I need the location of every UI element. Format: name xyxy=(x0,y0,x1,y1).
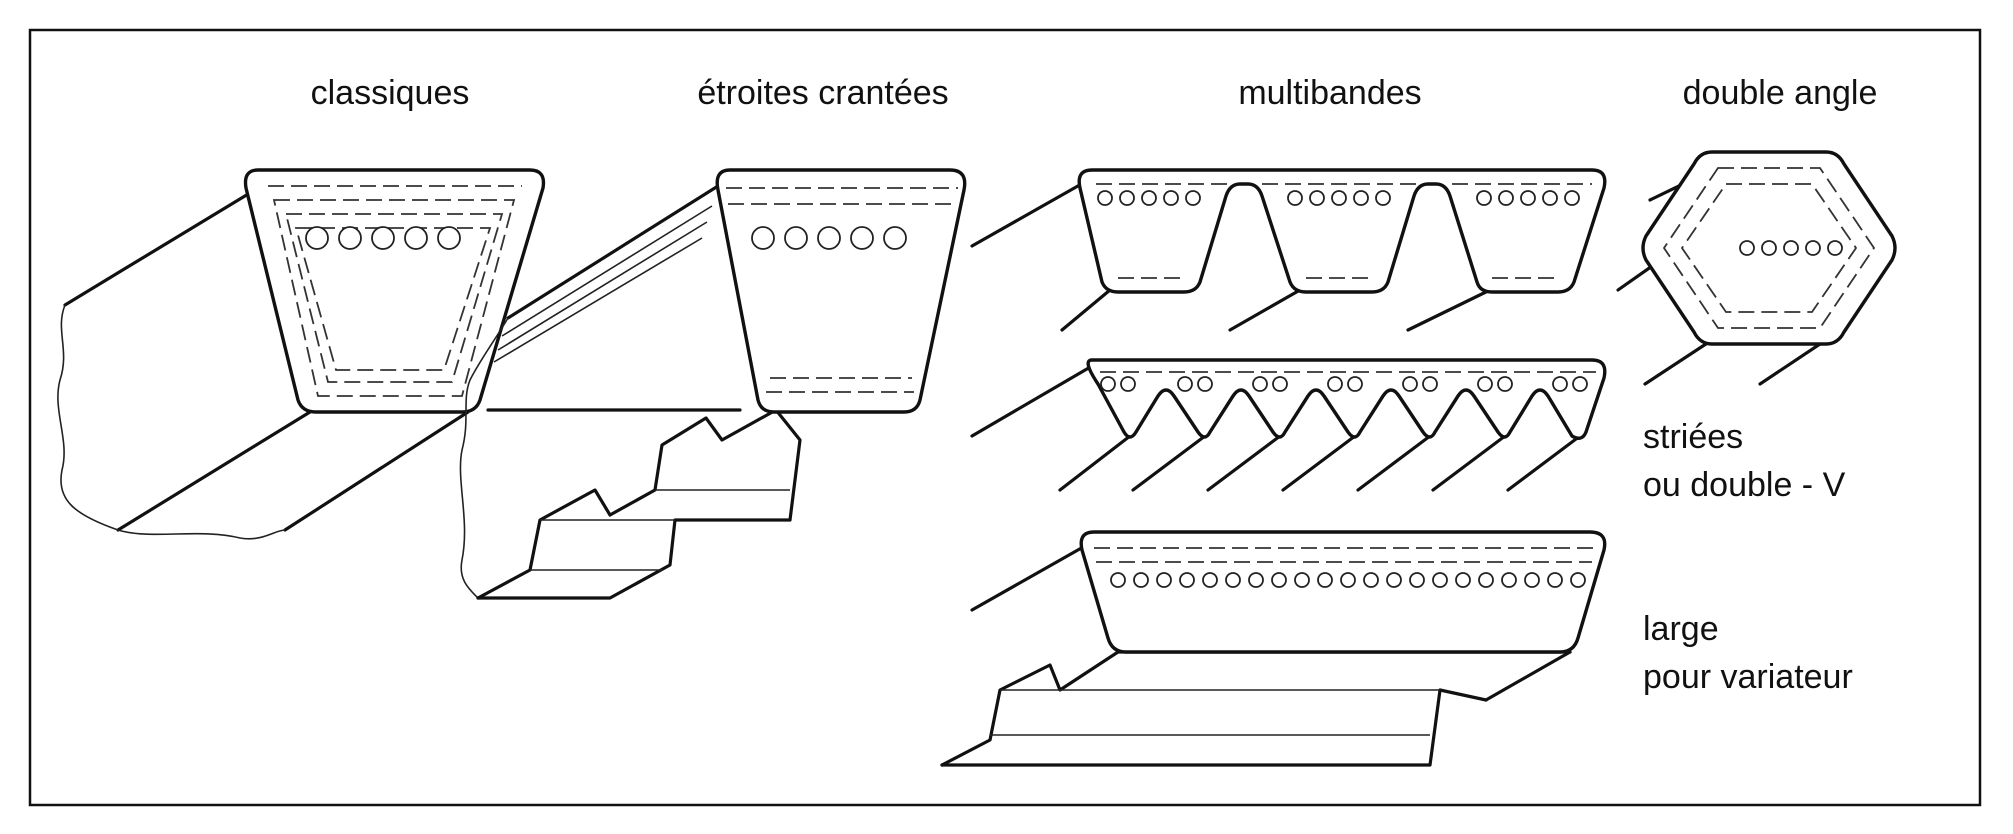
label-double-angle: double angle xyxy=(1683,74,1878,112)
label-striees: striées xyxy=(1643,418,1743,456)
ribbed-belt-cords xyxy=(1100,376,1588,392)
label-ou-double-v: ou double - V xyxy=(1643,466,1846,504)
wide-belt-cords xyxy=(1110,572,1586,588)
double-angle-cords xyxy=(1739,240,1843,256)
label-multibandes: multibandes xyxy=(1238,74,1421,112)
ribbed-belt xyxy=(970,358,1607,492)
multiband-cords xyxy=(1097,190,1580,206)
wide-variator-belt xyxy=(940,530,1607,767)
double-angle-belt xyxy=(1616,150,1897,386)
narrow-belt-cords xyxy=(751,226,907,250)
classic-v-belt xyxy=(57,168,546,540)
narrow-cogged-v-belt xyxy=(459,168,967,600)
diagram-frame xyxy=(28,28,1982,807)
label-etroites-crantees: étroites crantées xyxy=(697,74,948,112)
multiband-belt xyxy=(970,168,1607,332)
label-pour-variateur: pour variateur xyxy=(1643,658,1853,696)
classic-belt-cords xyxy=(305,226,461,250)
label-classiques: classiques xyxy=(311,74,470,112)
label-large: large xyxy=(1643,610,1719,648)
